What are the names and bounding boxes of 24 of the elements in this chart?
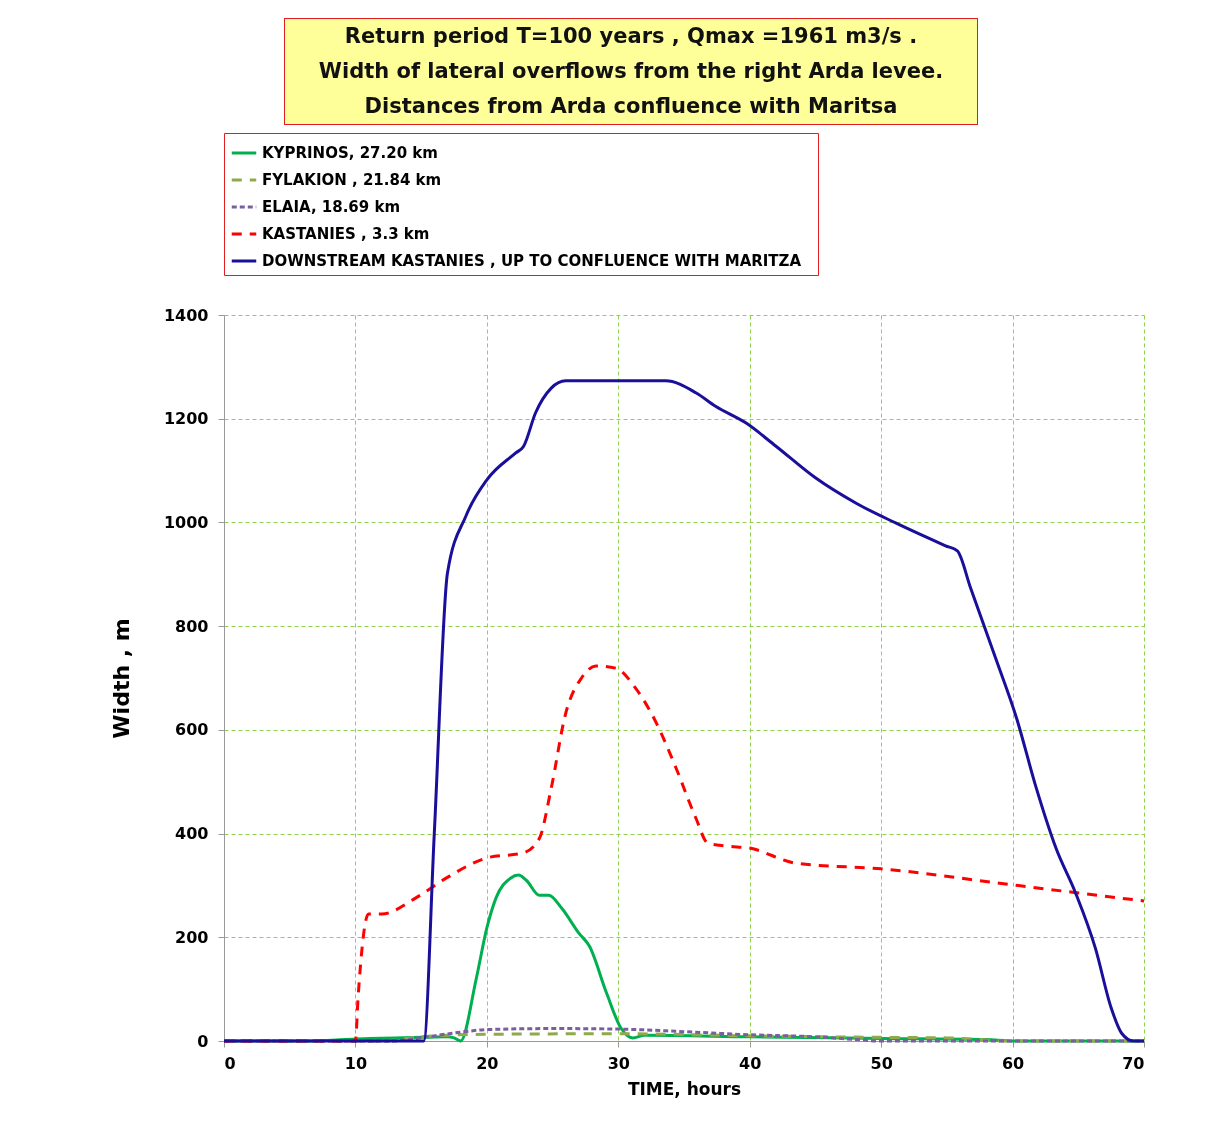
x-tick-label: 70: [1122, 1053, 1145, 1073]
legend-label: ELAIA, 18.69 km: [262, 198, 401, 216]
x-tick-label: 30: [607, 1053, 630, 1073]
y-tick-label: 400: [175, 824, 209, 844]
y-tick-label: 200: [175, 927, 209, 947]
legend-label: KASTANIES , 3.3 km: [262, 225, 430, 243]
x-tick-label: 60: [1001, 1053, 1025, 1073]
x-tick-label: 50: [870, 1053, 893, 1073]
y-tick-label: 1400: [163, 305, 209, 325]
y-tick-label: 1000: [163, 512, 209, 532]
x-tick-label: 20: [476, 1053, 499, 1073]
y-tick-label: 800: [175, 616, 209, 636]
x-axis-title: TIME, hours: [627, 1078, 742, 1099]
legend-label: FYLAKION , 21.84 km: [262, 171, 442, 189]
chart-title: Return period T=100 years , Qmax =1961 m3/s . Width of lateral overflows from the right Arda levee. Distances from Arda confluence with Maritsa: [285, 19, 977, 124]
legend-label: KYPRINOS, 27.20 km: [262, 144, 438, 162]
y-tick-label: 600: [175, 720, 209, 740]
legend-label: DOWNSTREAM KASTANIES , UP TO CONFLUENCE WITH MARITZA: [262, 252, 802, 270]
x-tick-label: 40: [739, 1053, 762, 1073]
y-axis-title: Width , m: [108, 618, 134, 739]
y-tick-label: 0: [197, 1031, 209, 1051]
x-tick-label: 0: [224, 1053, 236, 1073]
x-tick-label: 10: [344, 1053, 368, 1073]
y-tick-label: 1200: [163, 409, 209, 429]
